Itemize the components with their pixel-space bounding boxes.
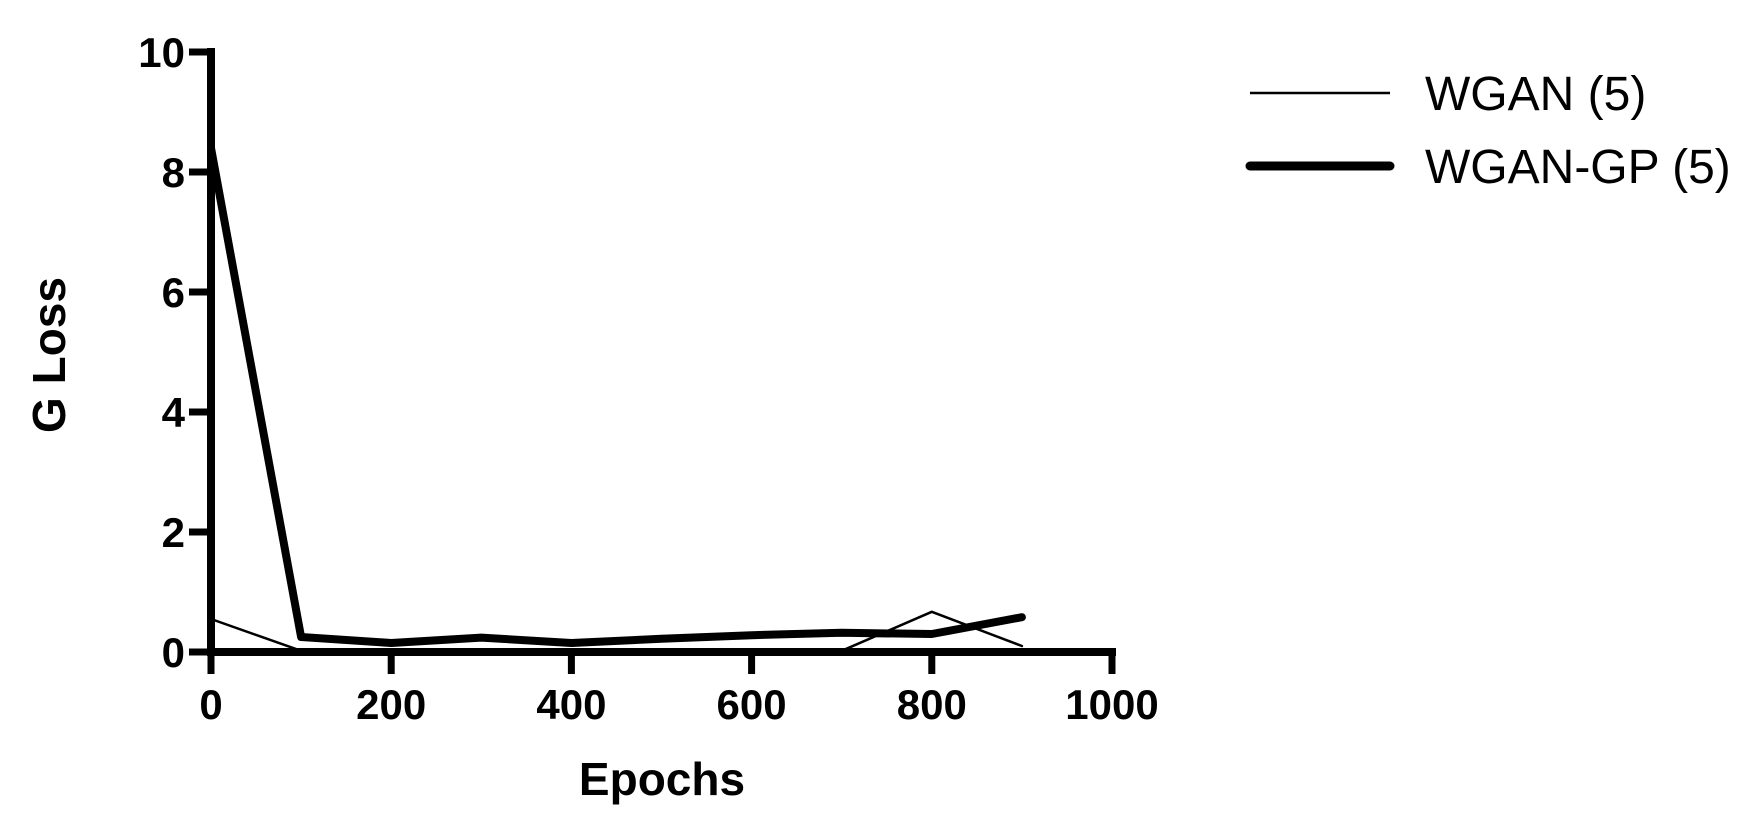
series-line-wgan-gp [207,144,1026,647]
x-tick-label: 1000 [1065,681,1158,728]
y-tick-label: 10 [138,29,185,76]
y-tick-label: 4 [162,389,186,436]
y-axis-ticks: 0 2 4 6 8 10 [138,29,211,676]
y-axis-title: G Loss [23,277,75,433]
series-lines [207,144,1026,653]
legend: WGAN (5) WGAN-GP (5) [1245,68,1731,194]
legend-label-wgan-gp: WGAN-GP (5) [1425,141,1731,194]
x-axis-ticks: 0 200 400 600 800 1000 [199,652,1159,728]
x-tick-label: 400 [536,681,606,728]
y-tick-label: 0 [162,629,185,676]
x-tick-label: 600 [717,681,787,728]
x-axis-title: Epochs [579,753,745,805]
x-tick-label: 200 [356,681,426,728]
x-tick-label: 800 [897,681,967,728]
x-tick-label: 0 [199,681,222,728]
legend-label-wgan: WGAN (5) [1425,68,1646,121]
y-tick-label: 8 [162,149,185,196]
y-tick-label: 6 [162,269,185,316]
y-tick-label: 2 [162,509,185,556]
